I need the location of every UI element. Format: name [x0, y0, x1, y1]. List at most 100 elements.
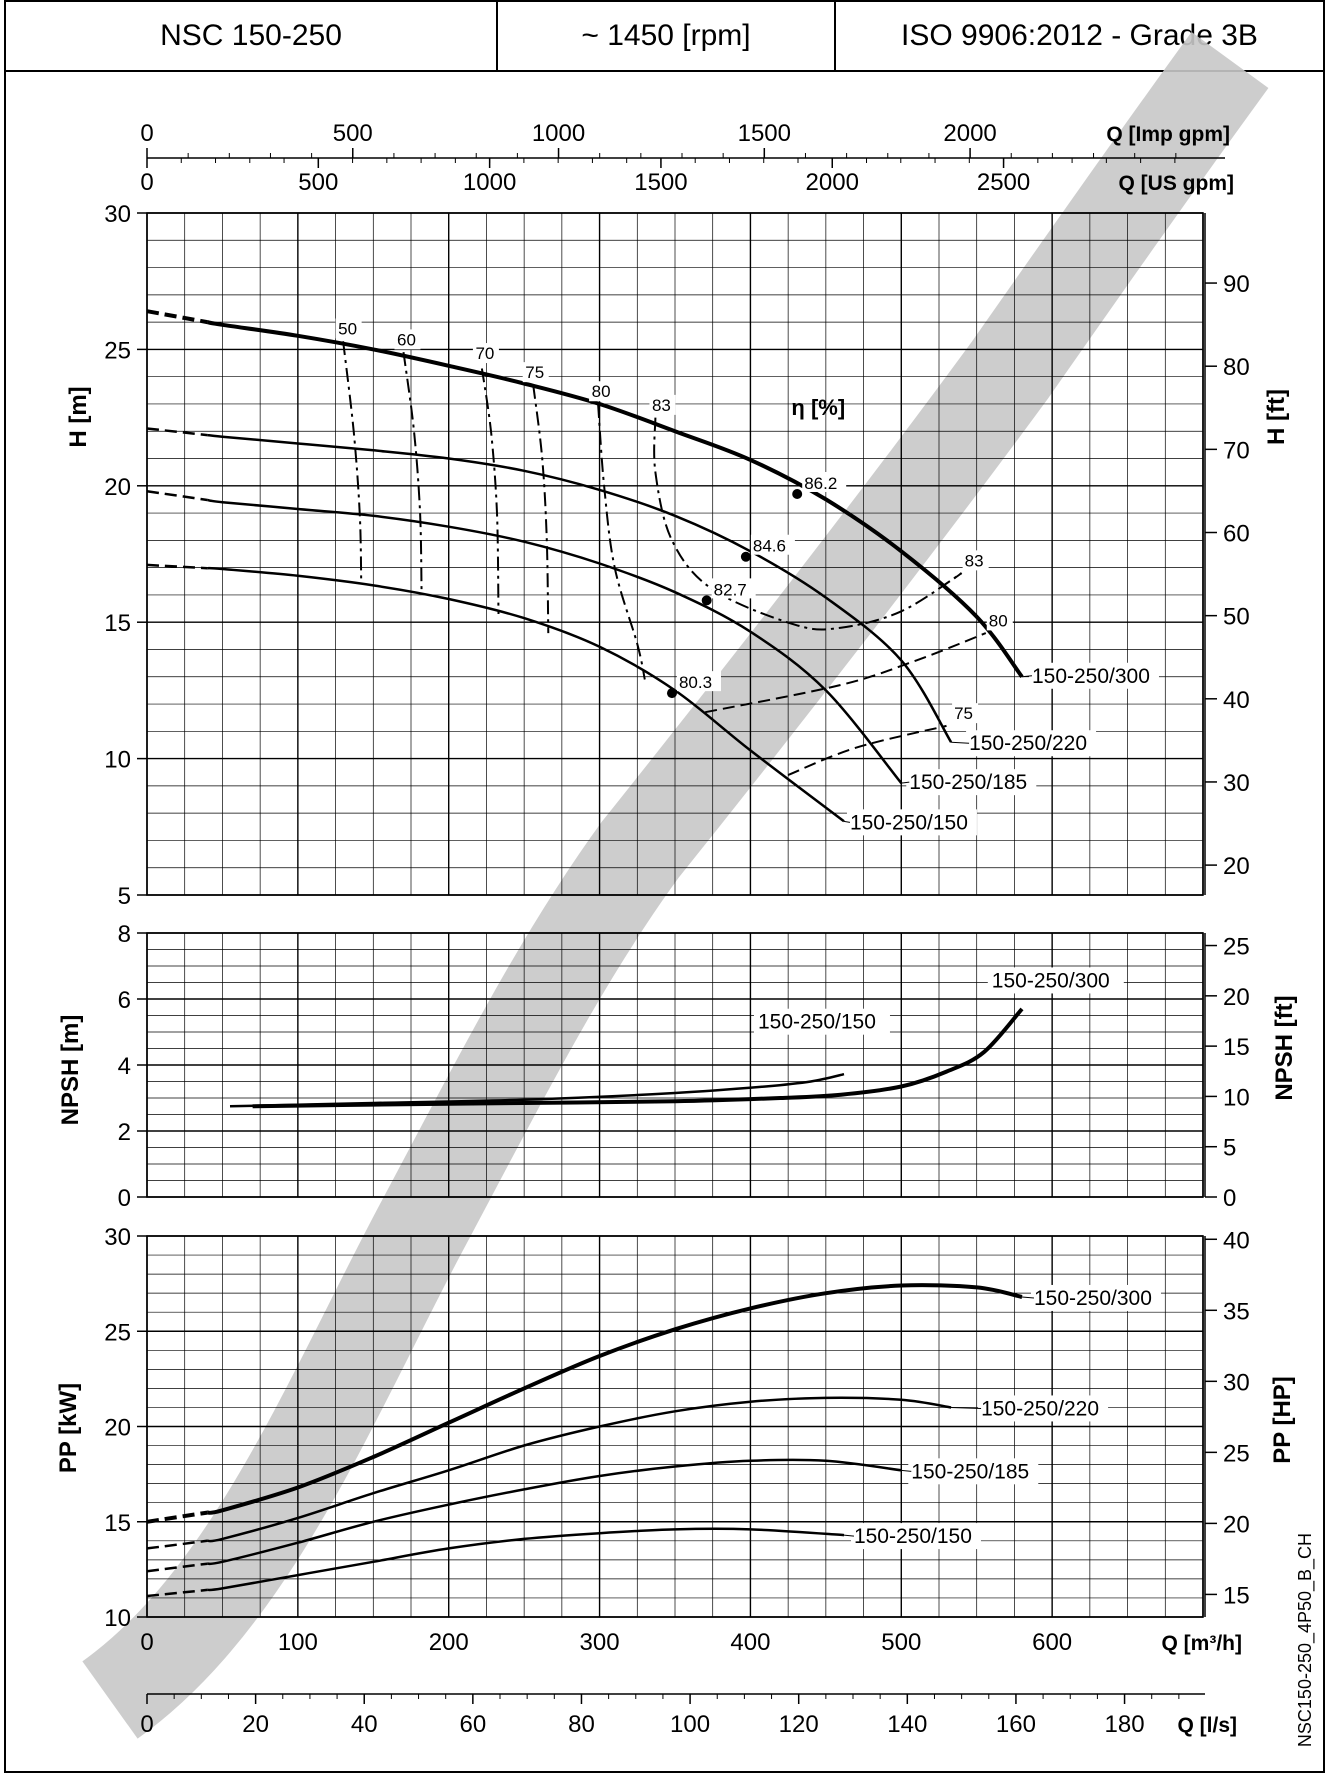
npsh-grid: [137, 932, 1204, 1198]
drawing-code: NSC150-250_4P50_B_CH: [1295, 1533, 1316, 1747]
head-ytick-label: 20: [104, 474, 131, 501]
bep-point: [740, 551, 751, 562]
power-ytick-label: 25: [104, 1319, 131, 1346]
power-right-tick-label: 15: [1223, 1582, 1250, 1609]
npsh-ytick-label: 2: [118, 1119, 131, 1146]
imp-axis-label: Q [Imp gpm]: [1106, 123, 1230, 146]
power-ylabel-right: PP [HP]: [1269, 1376, 1296, 1464]
npsh-ylabel: NPSH [m]: [57, 1015, 84, 1126]
npsh-right-tick-label: 5: [1223, 1135, 1236, 1162]
us-tick-label: 500: [298, 169, 338, 196]
efficiency-end-label: 83: [965, 551, 984, 570]
m3h-tick-label: 500: [881, 1629, 921, 1656]
npsh-right-tick-label: 25: [1223, 934, 1250, 961]
head-series-leader: [901, 781, 910, 784]
power-ytick-label: 15: [104, 1510, 131, 1537]
power-series-label-bg: [850, 1523, 981, 1550]
power-curve-dashed: [146, 1539, 208, 1550]
power-series-leader: [901, 1469, 912, 1472]
watermark: [81, 32, 1269, 1739]
bep-point: [792, 488, 803, 499]
efficiency-label: 50: [338, 319, 357, 338]
power-grid: [137, 1235, 1204, 1618]
efficiency-curve-50: [342, 341, 363, 582]
head-series-leader: [843, 820, 851, 823]
head-right-tick-label: 70: [1223, 437, 1250, 464]
bep-point: [701, 595, 712, 606]
npsh-curve: [252, 1007, 1024, 1109]
efficiency-label: 80: [592, 382, 611, 401]
power-series-leader: [951, 1406, 982, 1409]
head-right-tick-label: 80: [1223, 354, 1250, 381]
m3h-tick-label: 400: [730, 1629, 770, 1656]
efficiency-label-bg: [394, 329, 421, 350]
imp-tick-label: 0: [140, 120, 153, 147]
head-series-label: 150-250/300: [1032, 665, 1150, 688]
ls-tick-label: 180: [1105, 1711, 1145, 1738]
top-q-axes: [146, 148, 1225, 168]
efficiency-label-bg: [335, 318, 362, 339]
model-name: NSC 150-250: [160, 19, 342, 52]
head-series-150-250/185: [146, 490, 1037, 796]
power-series-leader: [1021, 1296, 1035, 1299]
head-ytick-label: 25: [104, 337, 131, 364]
efficiency-curve-60: [402, 351, 423, 593]
efficiency-label: 75: [525, 363, 544, 382]
head-series-leader: [951, 741, 970, 744]
power-series-150-250/220: [146, 1395, 1109, 1550]
efficiency-dash-75: [787, 724, 947, 776]
bep-label-bg: [711, 578, 756, 599]
efficiency-label: 60: [397, 330, 416, 349]
head-curve-dashed: [146, 427, 208, 437]
m3h-tick-label: 600: [1032, 1629, 1072, 1656]
ls-tick-label: 120: [779, 1711, 819, 1738]
efficiency-axis-label: η [%]: [791, 395, 845, 420]
npsh-curve: [229, 1072, 845, 1108]
head-series-label: 150-250/150: [850, 811, 968, 834]
npsh-right-axis: [1204, 933, 1217, 1198]
npsh-ylabel-right: NPSH [ft]: [1271, 995, 1298, 1100]
power-right-tick-label: 30: [1223, 1369, 1250, 1396]
power-series-label-bg: [978, 1395, 1109, 1422]
bep-label-bg: [676, 671, 721, 692]
ls-tick-label: 140: [887, 1711, 927, 1738]
npsh-right-tick-label: 15: [1223, 1034, 1250, 1061]
head-right-tick-label: 30: [1223, 770, 1250, 797]
power-curve: [206, 1283, 1023, 1515]
head-right-tick-label: 20: [1223, 853, 1250, 880]
bep-label-bg: [750, 534, 795, 555]
efficiency-end-label: 75: [954, 704, 973, 723]
npsh-right-tick-label: 20: [1223, 984, 1250, 1011]
head-series-label: 150-250/185: [909, 771, 1027, 794]
power-series-label-bg: [908, 1458, 1039, 1485]
power-series-leader: [843, 1534, 855, 1537]
head-frame: [146, 212, 1204, 896]
imp-tick-label: 2000: [943, 120, 996, 147]
efficiency-end-label-bg: [962, 550, 989, 571]
power-curve-dashed: [146, 1510, 208, 1524]
us-axis-label: Q [US gpm]: [1119, 172, 1235, 195]
head-curve: [207, 433, 953, 743]
head-right-axis: [1204, 213, 1217, 895]
npsh-right-tick-label: 10: [1223, 1084, 1250, 1111]
head-ylabel: H [m]: [65, 386, 92, 447]
efficiency-end-label: 80: [989, 611, 1008, 630]
efficiency-end-label-bg: [952, 703, 979, 724]
efficiency-dash-83: [953, 572, 963, 580]
watermark-stroke: [81, 32, 1269, 1739]
power-ytick-label: 30: [104, 1224, 131, 1251]
ls-tick-label: 60: [459, 1711, 486, 1738]
efficiency-label: 83: [652, 396, 671, 415]
ls-tick-label: 0: [140, 1711, 153, 1738]
head-series-150-250/300: [146, 309, 1159, 689]
head-ytick-label: 30: [104, 201, 131, 228]
bep-label-bg: [802, 471, 847, 492]
m3h-tick-label: 300: [580, 1629, 620, 1656]
m3h-axis-label: Q [m³/h]: [1162, 1632, 1242, 1655]
npsh-series-label-bg: [753, 1008, 890, 1035]
head-ylabel-right: H [ft]: [1263, 389, 1290, 445]
power-right-axis: [1204, 1236, 1217, 1617]
ls-tick-label: 80: [568, 1711, 595, 1738]
power-curve-dashed: [146, 1562, 208, 1573]
